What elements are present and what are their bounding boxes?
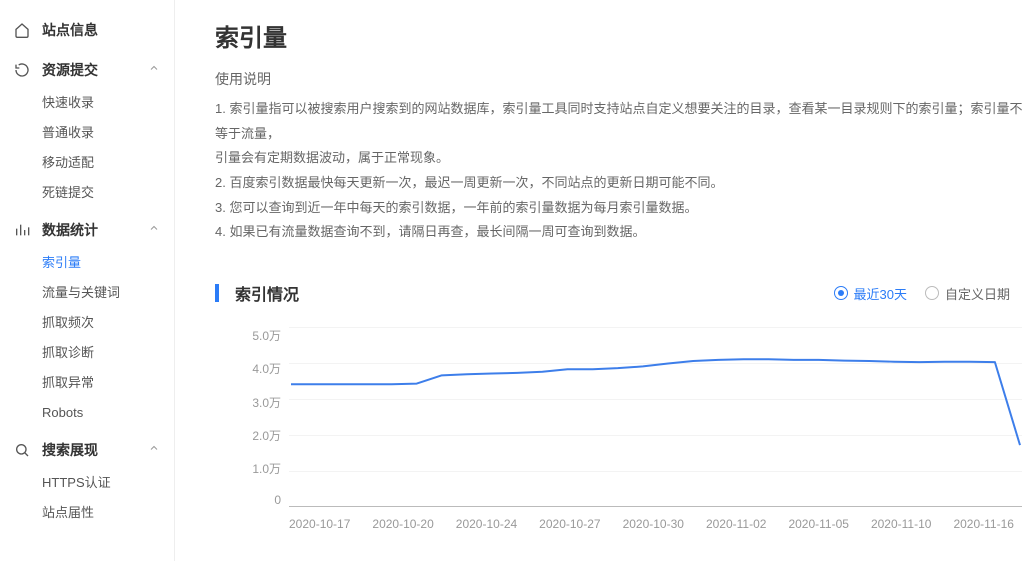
main-content: 索引量 使用说明 1. 索引量指可以被搜索用户搜索到的网站数据库，索引量工具同时… bbox=[175, 0, 1024, 561]
sidebar-section-label: 资源提交 bbox=[42, 60, 148, 80]
sidebar-item-deadlink[interactable]: 死链提交 bbox=[42, 178, 174, 208]
card-title: 索引情况 bbox=[235, 281, 834, 305]
sidebar-item-mobile-adapt[interactable]: 移动适配 bbox=[42, 148, 174, 178]
sidebar-section-label: 站点信息 bbox=[42, 20, 174, 40]
filter-label: 最近30天 bbox=[854, 284, 907, 303]
chart-x-axis: 2020-10-17 2020-10-20 2020-10-24 2020-10-27… bbox=[289, 517, 1022, 531]
radio-dot-icon bbox=[925, 286, 939, 300]
chart-plot-area bbox=[289, 327, 1022, 507]
bars-icon bbox=[14, 222, 32, 238]
x-tick-label: 2020-10-27 bbox=[539, 517, 600, 531]
instruction-line: 4. 如果已有流量数据查询不到，请隔日再查，最长间隔一周可查询到数据。 bbox=[215, 220, 1024, 245]
chart-card: 索引情况 最近30天 自定义日期 5.0万 4.0万 3.0万 bbox=[215, 281, 1024, 531]
instruction-line: 3. 您可以查询到近一年中每天的索引数据，一年前的索引量数据为每月索引量数据。 bbox=[215, 196, 1024, 221]
x-tick-label: 2020-11-16 bbox=[953, 517, 1014, 531]
sidebar-section-label: 搜索展现 bbox=[42, 440, 148, 460]
sidebar-item-normal-index[interactable]: 普通收录 bbox=[42, 118, 174, 148]
instruction-line: 2. 百度索引数据最快每天更新一次，最迟一周更新一次，不同站点的更新日期可能不同… bbox=[215, 171, 1024, 196]
chevron-up-icon bbox=[148, 221, 160, 239]
sidebar-item-crawl-error[interactable]: 抓取异常 bbox=[42, 368, 174, 398]
y-tick-label: 2.0万 bbox=[239, 427, 281, 444]
page-title: 索引量 bbox=[215, 18, 1024, 53]
sidebar-item-traffic-keywords[interactable]: 流量与关键词 bbox=[42, 278, 174, 308]
sidebar-item-crawl-freq[interactable]: 抓取频次 bbox=[42, 308, 174, 338]
sidebar-section-label: 数据统计 bbox=[42, 220, 148, 240]
sidebar-section-stats[interactable]: 数据统计 bbox=[14, 212, 174, 248]
sidebar-section-search-display[interactable]: 搜索展现 bbox=[14, 432, 174, 468]
clock-icon bbox=[14, 62, 32, 78]
y-tick-label: 5.0万 bbox=[239, 327, 281, 344]
x-tick-label: 2020-11-02 bbox=[706, 517, 767, 531]
instructions-heading: 使用说明 bbox=[215, 69, 1024, 89]
chevron-up-icon bbox=[148, 61, 160, 79]
y-tick-label: 3.0万 bbox=[239, 394, 281, 411]
instruction-line: 引量会有定期数据波动，属于正常现象。 bbox=[215, 146, 1024, 171]
chart-line-series bbox=[289, 327, 1022, 506]
index-line-chart: 5.0万 4.0万 3.0万 2.0万 1.0万 0 2020-10-17202… bbox=[245, 327, 1022, 531]
sidebar-item-site-props[interactable]: 站点届性 bbox=[42, 498, 174, 528]
radio-dot-icon bbox=[834, 286, 848, 300]
card-accent-bar bbox=[215, 284, 219, 302]
sidebar-section-siteinfo[interactable]: 站点信息 bbox=[14, 12, 174, 48]
chart-filters: 最近30天 自定义日期 bbox=[834, 284, 1022, 303]
y-tick-label: 1.0万 bbox=[239, 460, 281, 477]
sidebar-section-submit[interactable]: 资源提交 bbox=[14, 52, 174, 88]
sidebar-item-index-volume[interactable]: 索引量 bbox=[42, 248, 174, 278]
filter-custom-date[interactable]: 自定义日期 bbox=[925, 284, 1010, 303]
x-tick-label: 2020-10-17 bbox=[289, 517, 350, 531]
chevron-up-icon bbox=[148, 441, 160, 459]
sidebar: 站点信息 资源提交 快速收录 普通收录 移动适配 死链提交 bbox=[0, 0, 175, 561]
x-tick-label: 2020-11-10 bbox=[871, 517, 932, 531]
sidebar-item-crawl-diag[interactable]: 抓取诊断 bbox=[42, 338, 174, 368]
y-tick-label: 4.0万 bbox=[239, 360, 281, 377]
chart-y-axis: 5.0万 4.0万 3.0万 2.0万 1.0万 0 bbox=[239, 327, 281, 507]
home-icon bbox=[14, 22, 32, 38]
instruction-line: 1. 索引量指可以被搜索用户搜索到的网站数据库，索引量工具同时支持站点自定义想要… bbox=[215, 97, 1024, 146]
x-tick-label: 2020-10-30 bbox=[623, 517, 684, 531]
x-tick-label: 2020-11-05 bbox=[788, 517, 849, 531]
filter-last-30-days[interactable]: 最近30天 bbox=[834, 284, 907, 303]
x-tick-label: 2020-10-24 bbox=[456, 517, 517, 531]
sidebar-item-quick-index[interactable]: 快速收录 bbox=[42, 88, 174, 118]
filter-label: 自定义日期 bbox=[945, 284, 1010, 303]
sidebar-item-robots[interactable]: Robots bbox=[42, 398, 174, 428]
sidebar-item-https-cert[interactable]: HTTPS认证 bbox=[42, 468, 174, 498]
search-icon bbox=[14, 442, 32, 458]
x-tick-label: 2020-10-20 bbox=[372, 517, 433, 531]
y-tick-label: 0 bbox=[239, 493, 281, 507]
